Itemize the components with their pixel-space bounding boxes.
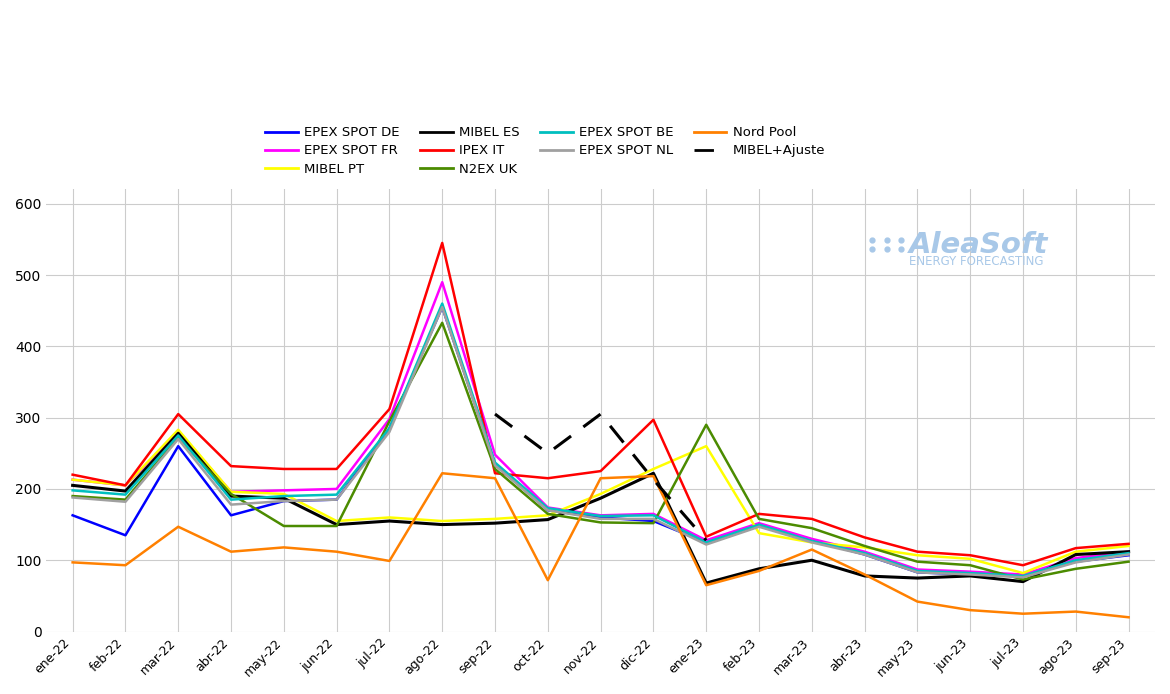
Legend: EPEX SPOT DE, EPEX SPOT FR, MIBEL PT, MIBEL ES, IPEX IT, N2EX UK, EPEX SPOT BE, : EPEX SPOT DE, EPEX SPOT FR, MIBEL PT, MI… xyxy=(260,121,831,181)
Text: ENERGY FORECASTING: ENERGY FORECASTING xyxy=(909,255,1044,268)
Text: AleaSoft: AleaSoft xyxy=(909,230,1048,259)
